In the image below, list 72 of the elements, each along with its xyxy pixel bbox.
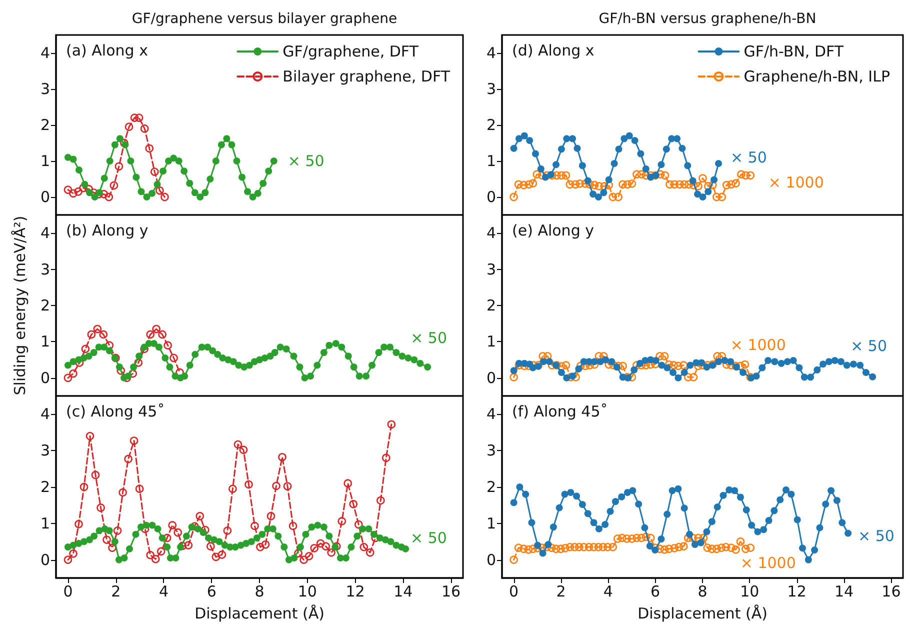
y-tick-label: 3 — [40, 442, 50, 460]
y-tick-label: 1 — [486, 332, 496, 351]
y-tick-label: 3 — [486, 260, 496, 278]
y-tick-label: 0 — [40, 188, 50, 206]
legend-label: GF/graphene, DFT — [282, 42, 420, 60]
y-tick-label: 2 — [486, 478, 496, 496]
chart-title: GF/graphene versus bilayer graphene — [132, 11, 398, 27]
y-tick-label: 1 — [486, 514, 496, 532]
annotation: × 50 — [410, 329, 448, 348]
y-tick-label: 0 — [40, 550, 50, 569]
y-tick-label: 4 — [486, 224, 496, 242]
x-tick-label: 8 — [254, 582, 264, 600]
y-tick-label: 3 — [486, 80, 496, 98]
x-tick-label: 6 — [650, 582, 660, 600]
annotation: × 50 — [730, 148, 767, 167]
y-tick-label: 3 — [40, 260, 50, 278]
y-tick-label: 2 — [486, 296, 496, 314]
y-tick-label: 1 — [40, 514, 50, 532]
annotation: × 1000 — [730, 336, 786, 354]
y-tick-label: 2 — [40, 478, 50, 496]
annotation: (a) Along x — [66, 42, 148, 60]
x-tick-label: 14 — [834, 582, 854, 600]
annotation: × 1000 — [740, 554, 796, 572]
annotation: (d) Along x — [512, 42, 594, 60]
y-tick-label: 3 — [486, 442, 496, 460]
annotation: (b) Along y — [66, 222, 148, 240]
y-tick-label: 0 — [40, 368, 50, 387]
x-tick-label: 6 — [206, 582, 216, 600]
y-tick-label: 4 — [486, 44, 496, 62]
y-tick-label: 4 — [40, 44, 50, 62]
y-axis-title: Sliding energy (meV/Å²) — [11, 216, 29, 396]
x-axis-title: Displacement (Å) — [194, 604, 324, 622]
x-tick-label: 10 — [740, 582, 760, 600]
x-tick-label: 4 — [603, 582, 613, 600]
x-tick-label: 16 — [882, 582, 901, 600]
legend-label: Bilayer graphene, DFT — [282, 68, 451, 86]
x-tick-label: 16 — [441, 582, 461, 600]
x-tick-label: 4 — [158, 582, 169, 600]
y-tick-label: 2 — [40, 296, 50, 314]
y-tick-label: 2 — [40, 116, 50, 134]
annotation: (f) Along 45˚ — [512, 402, 608, 420]
y-tick-label: 4 — [40, 224, 50, 242]
y-tick-label: 0 — [486, 550, 496, 569]
y-tick-label: 1 — [40, 152, 50, 170]
x-tick-label: 12 — [787, 582, 806, 600]
y-tick-label: 2 — [486, 116, 496, 134]
x-tick-label: 2 — [111, 582, 121, 600]
x-tick-label: 10 — [298, 582, 317, 600]
chart-title: GF/h-BN versus graphene/h-BN — [598, 11, 816, 27]
x-tick-label: 0 — [509, 582, 519, 600]
y-tick-label: 4 — [40, 405, 50, 424]
y-tick-label: 0 — [486, 368, 496, 387]
annotation: × 50 — [410, 528, 447, 547]
annotation: (e) Along y — [512, 222, 594, 240]
y-tick-label: 4 — [486, 405, 496, 424]
legend-label: Graphene/h-BN, ILP — [744, 68, 890, 86]
annotation: × 50 — [850, 336, 888, 355]
annotation: × 50 — [858, 527, 894, 546]
x-tick-label: 14 — [394, 582, 413, 600]
annotation: × 1000 — [768, 173, 824, 192]
x-tick-label: 0 — [63, 582, 73, 600]
legend-label: GF/h-BN, DFT — [744, 42, 844, 60]
x-tick-label: 12 — [346, 582, 365, 600]
y-tick-label: 3 — [40, 80, 50, 98]
y-tick-label: 0 — [486, 188, 496, 206]
annotation: (c) Along 45˚ — [66, 402, 165, 420]
x-axis-title: Displacement (Å) — [638, 604, 768, 622]
y-tick-label: 1 — [40, 332, 50, 351]
y-tick-label: 1 — [486, 152, 496, 170]
x-tick-label: 8 — [698, 582, 708, 600]
x-tick-label: 2 — [556, 582, 566, 600]
annotation: × 50 — [288, 152, 324, 170]
